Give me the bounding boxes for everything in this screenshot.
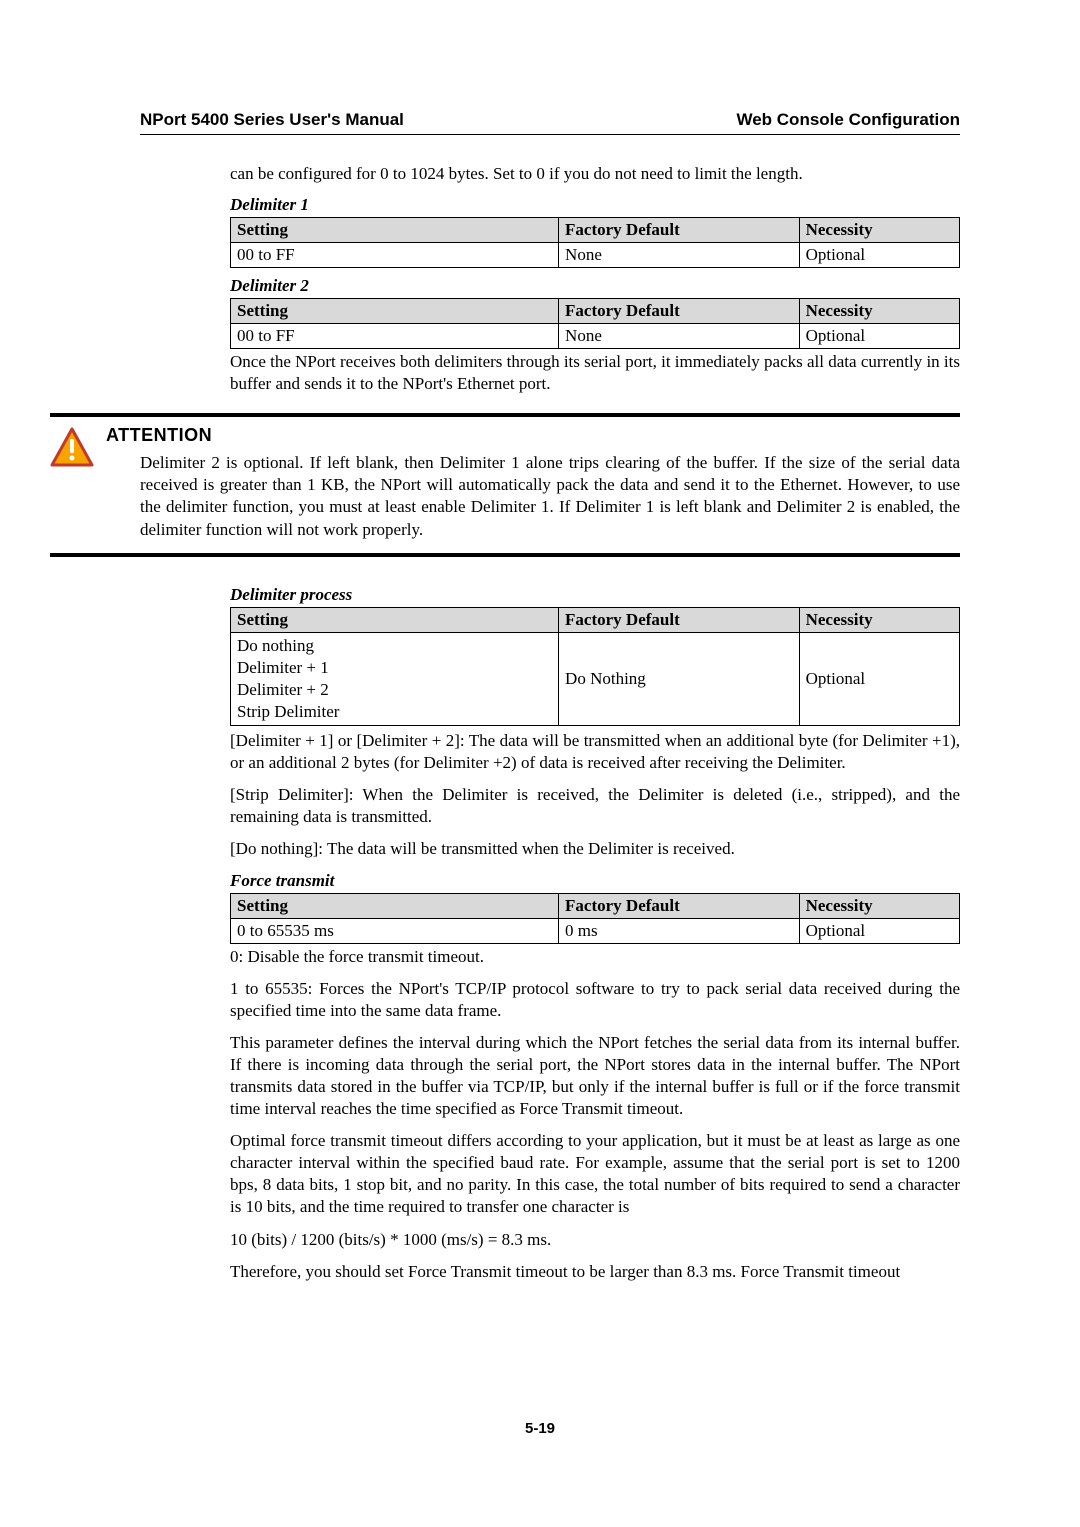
td-default: None <box>559 324 800 349</box>
attention-block: ATTENTION Delimiter 2 is optional. If le… <box>50 413 960 556</box>
th-necessity: Necessity <box>799 218 959 243</box>
force-transmit-table: Setting Factory Default Necessity 0 to 6… <box>230 893 960 944</box>
page-number: 5-19 <box>0 1420 1080 1437</box>
th-default: Factory Default <box>559 607 800 632</box>
ft-p5: 10 (bits) / 1200 (bits/s) * 1000 (ms/s) … <box>230 1229 960 1251</box>
delimiter-process-caption: Delimiter process <box>230 585 960 605</box>
ft-p2: 1 to 65535: Forces the NPort's TCP/IP pr… <box>230 978 960 1022</box>
option-delimiter-plus-1: Delimiter + 1 <box>237 657 552 679</box>
td-default: None <box>559 243 800 268</box>
attention-title: ATTENTION <box>106 425 960 446</box>
th-setting: Setting <box>231 607 559 632</box>
header-right: Web Console Configuration <box>736 110 960 130</box>
th-default: Factory Default <box>559 299 800 324</box>
td-necessity: Optional <box>799 632 959 725</box>
td-setting: 0 to 65535 ms <box>231 918 559 943</box>
option-strip-delimiter: Strip Delimiter <box>237 701 552 723</box>
delimiter2-after: Once the NPort receives both delimiters … <box>230 351 960 395</box>
td-default: 0 ms <box>559 918 800 943</box>
ft-p1: 0: Disable the force transmit timeout. <box>230 946 960 968</box>
td-setting: 00 to FF <box>231 243 559 268</box>
ft-p3: This parameter defines the interval duri… <box>230 1032 960 1120</box>
page-header: NPort 5400 Series User's Manual Web Cons… <box>140 110 960 135</box>
attention-body: Delimiter 2 is optional. If left blank, … <box>140 452 960 540</box>
th-default: Factory Default <box>559 893 800 918</box>
delimiter1-caption: Delimiter 1 <box>230 195 960 215</box>
intro-paragraph: can be configured for 0 to 1024 bytes. S… <box>230 163 960 185</box>
th-necessity: Necessity <box>799 299 959 324</box>
ft-p6: Therefore, you should set Force Transmit… <box>230 1261 960 1283</box>
option-delimiter-plus-2: Delimiter + 2 <box>237 679 552 701</box>
td-necessity: Optional <box>799 918 959 943</box>
td-necessity: Optional <box>799 243 959 268</box>
td-setting: 00 to FF <box>231 324 559 349</box>
ft-p4: Optimal force transmit timeout differs a… <box>230 1130 960 1218</box>
dp-p1: [Delimiter + 1] or [Delimiter + 2]: The … <box>230 730 960 774</box>
option-do-nothing: Do nothing <box>237 635 552 657</box>
th-setting: Setting <box>231 218 559 243</box>
warning-icon <box>50 427 94 472</box>
th-necessity: Necessity <box>799 607 959 632</box>
td-necessity: Optional <box>799 324 959 349</box>
th-necessity: Necessity <box>799 893 959 918</box>
td-default: Do Nothing <box>559 632 800 725</box>
delimiter-process-table: Setting Factory Default Necessity Do not… <box>230 607 960 726</box>
delimiter2-caption: Delimiter 2 <box>230 276 960 296</box>
header-left: NPort 5400 Series User's Manual <box>140 110 404 130</box>
dp-p3: [Do nothing]: The data will be transmitt… <box>230 838 960 860</box>
delimiter1-table: Setting Factory Default Necessity 00 to … <box>230 217 960 268</box>
th-setting: Setting <box>231 893 559 918</box>
delimiter2-table: Setting Factory Default Necessity 00 to … <box>230 298 960 349</box>
th-default: Factory Default <box>559 218 800 243</box>
th-setting: Setting <box>231 299 559 324</box>
force-transmit-caption: Force transmit <box>230 871 960 891</box>
td-setting: Do nothing Delimiter + 1 Delimiter + 2 S… <box>231 632 559 725</box>
dp-p2: [Strip Delimiter]: When the Delimiter is… <box>230 784 960 828</box>
